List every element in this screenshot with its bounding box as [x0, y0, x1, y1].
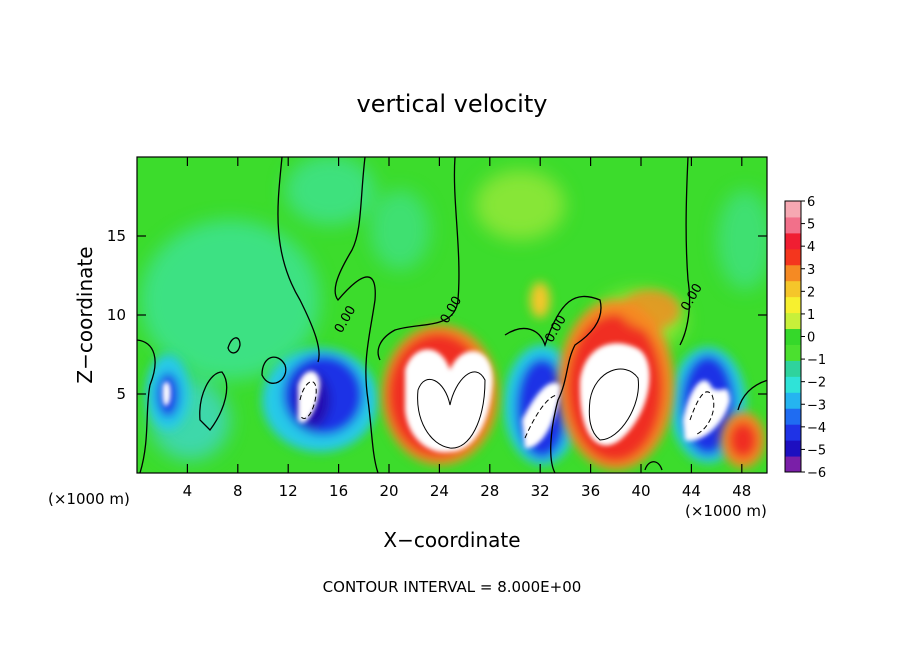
colorbar-swatch [785, 248, 801, 266]
colorbar-tick-label: 5 [807, 218, 815, 233]
zero-contour [377, 157, 460, 361]
colorbar-swatch [785, 456, 801, 473]
x-tick-label: 8 [233, 482, 243, 500]
colorbar-swatch [785, 232, 801, 250]
colorbar-tick-label: −5 [807, 443, 826, 458]
x-tick-label: 40 [631, 482, 650, 500]
colorbar-swatch [785, 440, 801, 457]
x-tick-label: 44 [682, 482, 701, 500]
colorbar-swatch [785, 392, 801, 409]
colorbar-swatch [785, 264, 801, 282]
zero-contour [261, 356, 287, 384]
colorbar-tick-label: 1 [807, 308, 815, 323]
x-tick-label: 4 [183, 482, 193, 500]
colorbar-swatch [785, 344, 801, 361]
y-axis-label: Z−coordinate [73, 246, 97, 383]
colorbar-tick-label: 4 [807, 240, 815, 255]
colorbar-swatch [785, 312, 801, 330]
colorbar-swatch [785, 201, 801, 218]
zero-contour [334, 157, 379, 473]
plot-area: 0.00 0.000.000.00 [137, 157, 767, 473]
x-tick-label: 32 [531, 482, 550, 500]
zero-contour [227, 337, 241, 354]
x-tick-label: 48 [732, 482, 751, 500]
colorbar-tick-label: −2 [807, 376, 826, 391]
y-tick-label: 5 [116, 385, 126, 403]
colorbar-tick-label: −1 [807, 353, 826, 368]
colorbar-swatch [785, 280, 801, 298]
x-tick-label: 28 [480, 482, 499, 500]
x-axis: 4 8 12 16 20 24 28 32 36 40 44 48 [183, 157, 751, 500]
negative-contour [689, 391, 715, 436]
colorbar-tick-label: 6 [807, 195, 815, 210]
colorbar-tick-label: 3 [807, 263, 815, 278]
colorbar-swatch [785, 408, 801, 425]
zero-contour [679, 157, 691, 346]
contour-lines [137, 157, 767, 473]
colorbar: 6 5 4 3 2 1 0 −1 −2 −3 −4 −5 −6 [784, 195, 826, 481]
x-tick-label: 24 [430, 482, 449, 500]
colorbar-swatch [785, 216, 801, 234]
y-tick-label: 10 [107, 306, 126, 324]
x-tick-label: 16 [329, 482, 348, 500]
y-axis: 5 10 15 [107, 227, 767, 403]
zero-contour [504, 295, 602, 473]
colorbar-tick-label: 2 [807, 285, 815, 300]
zero-contour [199, 371, 228, 431]
colorbar-swatch [785, 296, 801, 314]
colorbar-tick-label: −3 [807, 398, 826, 413]
zero-contour [137, 339, 156, 473]
colorbar-tick-label: 0 [807, 331, 815, 346]
x-unit-label-left: (×1000 m) [48, 490, 130, 508]
colorbar-swatch [785, 424, 801, 441]
zero-contour [277, 157, 320, 363]
chart-title: vertical velocity [357, 90, 548, 118]
x-tick-label: 12 [279, 482, 298, 500]
colorbar-tick-label: −4 [807, 421, 826, 436]
colorbar-swatch [785, 360, 801, 377]
colorbar-swatch [785, 376, 801, 393]
colorbar-tick-label: −6 [807, 466, 826, 481]
core-contour [417, 371, 486, 449]
zero-contour [737, 379, 767, 411]
contour-interval-text: CONTOUR INTERVAL = 8.000E+00 [323, 578, 582, 596]
core-contour [588, 368, 639, 441]
colorbar-swatch [785, 328, 801, 345]
x-tick-label: 36 [581, 482, 600, 500]
x-axis-label: X−coordinate [383, 528, 520, 552]
negative-contour [299, 381, 317, 419]
x-unit-label-right: (×1000 m) [685, 502, 767, 520]
negative-contour [524, 394, 559, 439]
x-tick-label: 20 [379, 482, 398, 500]
y-tick-label: 15 [107, 227, 126, 245]
zero-contour [644, 461, 663, 471]
